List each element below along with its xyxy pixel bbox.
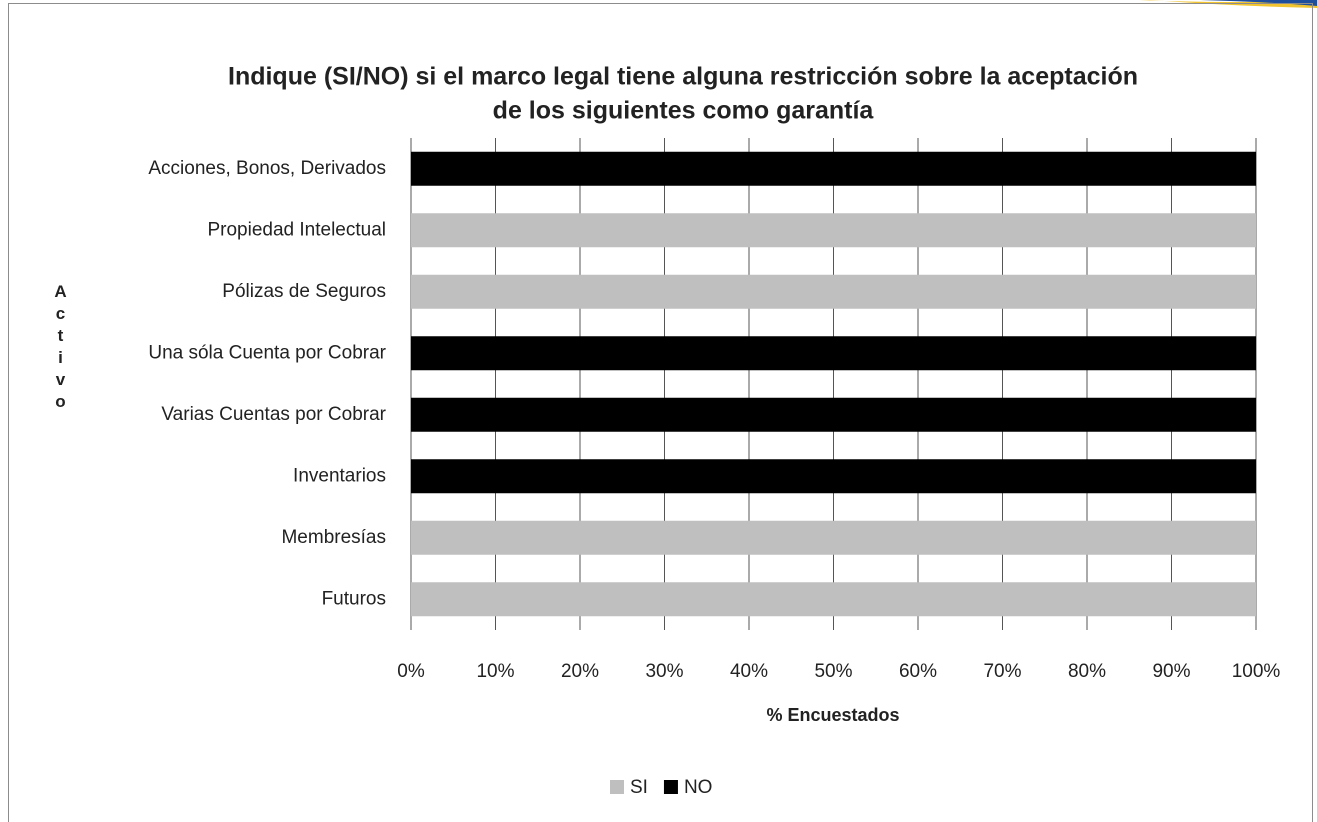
legend-label: SI [630,777,648,798]
chart-title: de los siguientes como garantía [493,97,875,125]
legend-swatch [610,780,624,794]
x-tick-label: 20% [561,661,599,682]
bar [411,274,1256,309]
x-tick-label: 80% [1068,661,1106,682]
chart-frame [8,3,1313,822]
legend-swatch [663,780,678,794]
x-tick-label: 50% [814,661,852,682]
x-tick-label: 60% [899,661,937,682]
x-axis-label: % Encuestados [766,705,899,725]
x-tick-label: 100% [1232,661,1281,682]
y-tick-label: Futuros [322,588,386,609]
y-tick-label: Varias Cuentas por Cobrar [161,404,386,425]
x-tick-label: 10% [476,661,514,682]
y-tick-label: Acciones, Bonos, Derivados [148,158,386,179]
x-tick-label: 30% [645,661,683,682]
x-tick-label: 0% [397,661,425,682]
y-tick-label: Una sóla Cuenta por Cobrar [148,342,386,363]
x-tick-label: 70% [983,661,1021,682]
y-tick-label: Membresías [281,527,386,548]
bar [411,520,1256,555]
chart-title: Indique (SI/NO) si el marco legal tiene … [228,63,1138,91]
x-tick-label: 90% [1152,661,1190,682]
y-tick-label: Pólizas de Seguros [222,281,386,302]
bar [411,151,1256,186]
bar [411,213,1256,248]
bar [411,397,1256,432]
legend-label: NO [684,777,713,798]
bar [411,582,1256,617]
y-tick-label: Inventarios [293,465,386,486]
bar [411,336,1256,371]
bar [411,459,1256,494]
x-tick-label: 40% [730,661,768,682]
decoration [1200,0,1317,6]
y-axis-label: Activo [51,282,70,414]
y-tick-label: Propiedad Intelectual [207,219,386,240]
